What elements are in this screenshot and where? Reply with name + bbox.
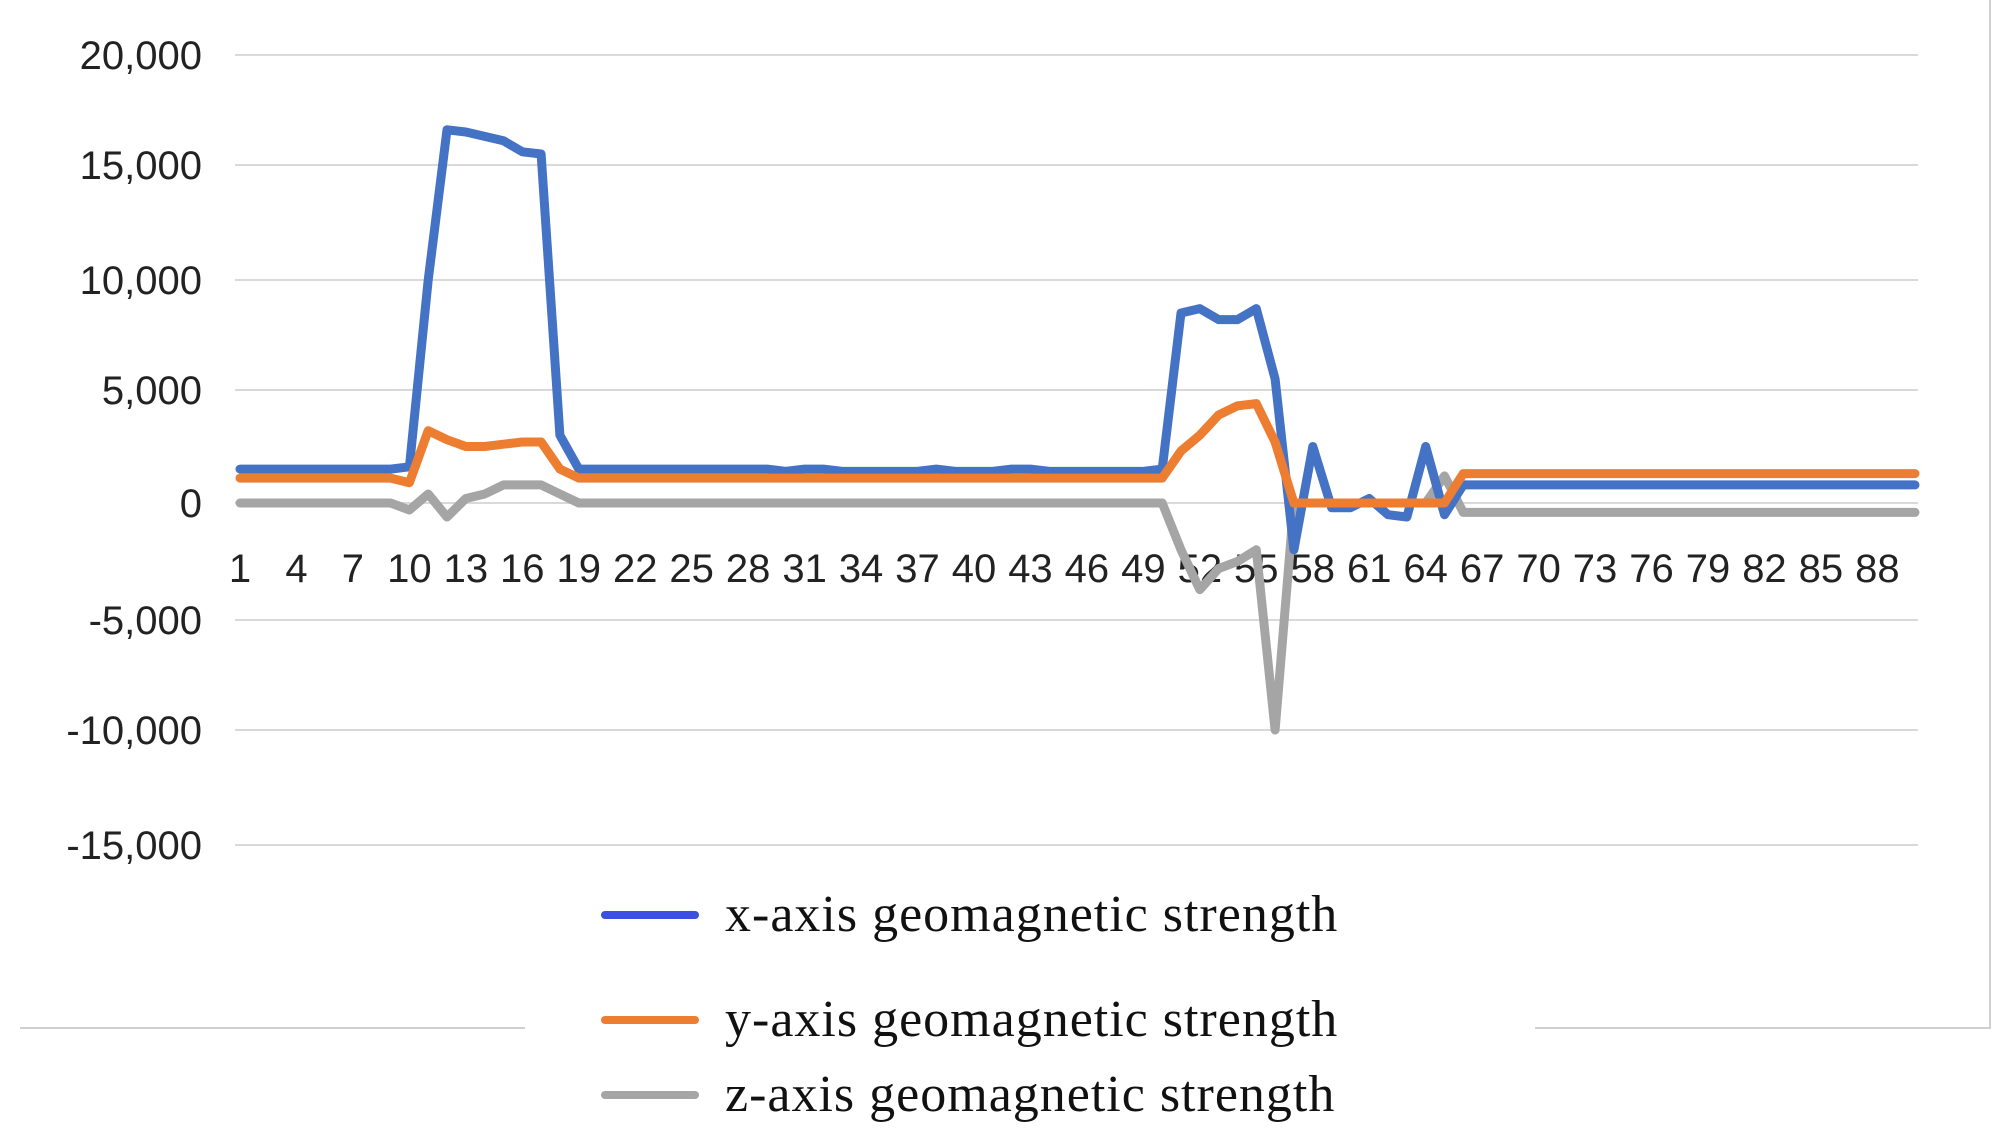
x-tick-label: 34: [839, 547, 884, 591]
legend-label: y-axis geomagnetic strength: [725, 991, 1338, 1048]
x-tick-label: 76: [1629, 547, 1674, 591]
y-tick-label: 0: [180, 482, 202, 526]
x-tick-label: 58: [1291, 547, 1336, 591]
legend-label: z-axis geomagnetic strength: [725, 1066, 1335, 1123]
legend: x-axis geomagnetic strength y-axis geomag…: [601, 886, 1338, 1123]
chart-frame-right: [1535, 0, 1991, 1029]
gridlines: [235, 54, 1918, 846]
x-axis-tick-labels: 1 4 7 10 13 16 19 22 25 28 31 34 37 40 43 46 49 52 55 58 61 6…: [229, 547, 1900, 591]
x-tick-label: 82: [1742, 547, 1787, 591]
y-tick-label: -10,000: [66, 709, 202, 753]
x-tick-label: 28: [726, 547, 771, 591]
series-lines: [235, 125, 1920, 735]
y-axis-tick-labels: 20,000 15,000 10,000 5,000 0 -5,000 -10,000 -15…: [66, 34, 202, 868]
series-line-z-axis: [235, 471, 1920, 735]
x-tick-label: 85: [1799, 547, 1844, 591]
x-tick-label: 79: [1686, 547, 1731, 591]
x-tick-label: 16: [500, 547, 545, 591]
x-tick-label: 37: [895, 547, 940, 591]
x-tick-label: 64: [1403, 547, 1448, 591]
x-tick-label: 43: [1008, 547, 1053, 591]
y-tick-label: -5,000: [89, 599, 202, 643]
x-tick-label: 70: [1516, 547, 1561, 591]
x-tick-label: 10: [387, 547, 432, 591]
x-tick-label: 88: [1855, 547, 1900, 591]
y-tick-label: 5,000: [102, 369, 202, 413]
y-tick-label: 15,000: [80, 144, 202, 188]
x-tick-label: 22: [613, 547, 658, 591]
series-line-y-axis: [235, 399, 1920, 508]
x-tick-label: 67: [1460, 547, 1505, 591]
x-tick-label: 61: [1347, 547, 1392, 591]
x-tick-label: 73: [1573, 547, 1618, 591]
x-tick-label: 49: [1121, 547, 1166, 591]
y-tick-label: -15,000: [66, 824, 202, 868]
x-tick-label: 1: [229, 547, 251, 591]
x-tick-label: 7: [342, 547, 364, 591]
y-tick-label: 20,000: [80, 34, 202, 78]
x-tick-label: 4: [285, 547, 307, 591]
x-tick-label: 19: [557, 547, 602, 591]
legend-label: x-axis geomagnetic strength: [725, 886, 1338, 943]
x-tick-label: 46: [1065, 547, 1110, 591]
x-tick-label: 40: [952, 547, 997, 591]
x-tick-label: 31: [782, 547, 827, 591]
x-tick-label: 25: [669, 547, 714, 591]
x-tick-label: 13: [444, 547, 489, 591]
y-tick-label: 10,000: [80, 259, 202, 303]
series-line-x-axis: [235, 125, 1920, 555]
